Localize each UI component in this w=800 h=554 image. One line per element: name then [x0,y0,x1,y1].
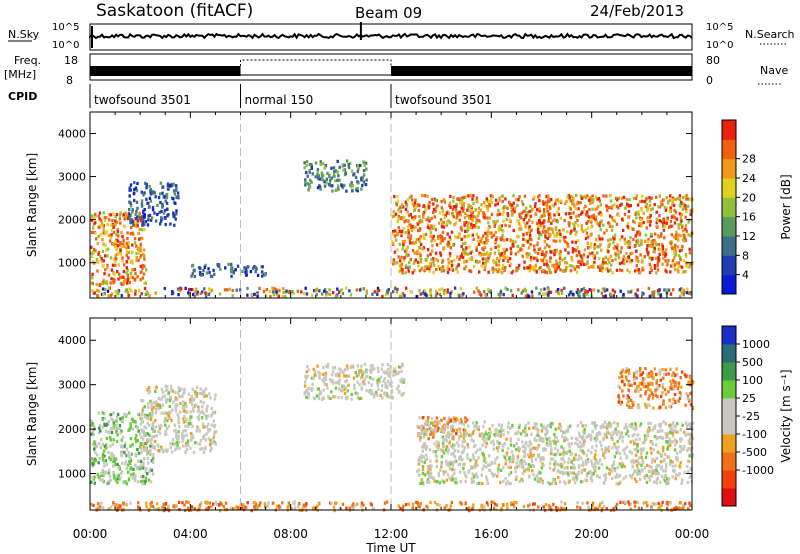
y-tick-label: 3000 [58,379,86,392]
nsearch-label: N.Search [745,28,795,41]
y-tick-label: 1000 [58,468,86,481]
y-tick-label: 3000 [58,171,86,184]
y-axis-label: Slant Range [km] [25,362,39,466]
y-tick-label: 2000 [58,423,86,436]
nsky-left-top-tick: 10^5 [52,22,79,33]
nave-label: Nave [760,64,788,77]
colorbar-segment [722,470,736,489]
y-axis-label: Slant Range [km] [25,153,39,257]
cpid-strip: twofsound 3501 normal 150 twofsound 3501 [89,84,492,108]
colorbar-segment [722,380,736,399]
colorbar-segment [722,236,736,256]
nsky-right-bottom-tick: 10^0 [706,40,733,51]
cpid-segment-label: normal 150 [245,93,314,107]
colorbar-tick-label: 1000 [742,338,770,351]
nsky-right-top-tick: 10^5 [706,22,733,33]
x-tick-label: 00:00 [73,527,108,541]
colorbar-segment [722,344,736,363]
colorbar-segment [722,488,736,507]
colorbar-tick-label: -1000 [742,464,774,477]
cpid-segment-label: twofsound 3501 [94,93,191,107]
freq-label: Freq. [14,54,41,67]
nave-tick-80: 80 [706,54,720,67]
echo-cells [90,159,694,299]
nsky-label: N.Sky [8,28,40,41]
x-axis-label: Time UT [365,541,416,554]
colorbar-tick-label: 25 [742,392,756,405]
cpid-label: CPID [8,90,37,103]
colorbar-tick-label: 24 [742,172,756,185]
time-axis: 00:00 04:00 08:00 12:00 16:00 20:00 00:00 [73,527,710,541]
colorbar-tick-label: 4 [742,269,749,282]
x-tick-label: 12:00 [374,527,409,541]
x-tick-label: 16:00 [474,527,509,541]
y-tick-label: 2000 [58,214,86,227]
nsky-left-bottom-tick: 10^0 [52,40,79,51]
freq-tick-18: 18 [64,54,78,67]
colorbar-segment [722,216,736,237]
power-panel: 1000 2000 3000 4000 Slant Range [km] 4 8 12 16 20… [25,111,793,299]
x-tick-label: 20:00 [574,527,609,541]
colorbar-segment [722,398,736,417]
x-tick-label: 04:00 [173,527,208,541]
colorbar-tick-label: 28 [742,153,756,166]
colorbar-tick-label: -100 [742,428,767,441]
colorbar-tick-label: 8 [742,249,749,262]
colorbar-tick-label: 500 [742,356,763,369]
colorbar-tick-label: -25 [742,410,760,423]
colorbar-segment [722,158,736,179]
cpid-segment-label: twofsound 3501 [395,93,492,107]
nsky-trace [89,22,693,48]
colorbar-tick-label: 16 [742,211,756,224]
beam-title: Beam 09 [355,4,422,22]
colorbar-segment [722,416,736,435]
x-tick-label: 00:00 [675,527,710,541]
freq-tick-8: 8 [66,74,73,87]
freq-trace [90,59,692,76]
colorbar-segment [722,139,736,160]
date-title: 24/Feb/2013 [590,2,684,20]
station-title: Saskatoon (fitACF) [96,1,253,21]
colorbar-label: Power [dB] [779,174,793,239]
x-tick-label: 08:00 [273,527,308,541]
colorbar-segment [722,274,736,295]
y-tick-label: 4000 [58,334,86,347]
velocity-panel: 1000 2000 3000 4000 Slant Range [km] 1000 500 1… [25,317,793,513]
colorbar-segment [722,178,736,198]
colorbar-segment [722,362,736,381]
colorbar-tick-label: -500 [742,446,767,459]
y-tick-label: 1000 [58,257,86,270]
nave-tick-0: 0 [706,74,713,87]
colorbar-tick-label: 100 [742,374,763,387]
colorbar-segment [722,197,736,218]
colorbar-segment [722,120,736,140]
colorbar-tick-label: 12 [742,230,756,243]
colorbar-label: Velocity [m s⁻¹] [779,369,793,462]
colorbar-segment [722,255,736,276]
colorbar-segment [722,452,736,471]
colorbar-segment [722,434,736,453]
colorbar-segment [722,326,736,345]
y-tick-label: 4000 [58,128,86,141]
colorbar-frame [721,119,737,295]
colorbar-tick-label: 20 [742,191,756,204]
freq-unit: [MHz] [4,68,36,81]
